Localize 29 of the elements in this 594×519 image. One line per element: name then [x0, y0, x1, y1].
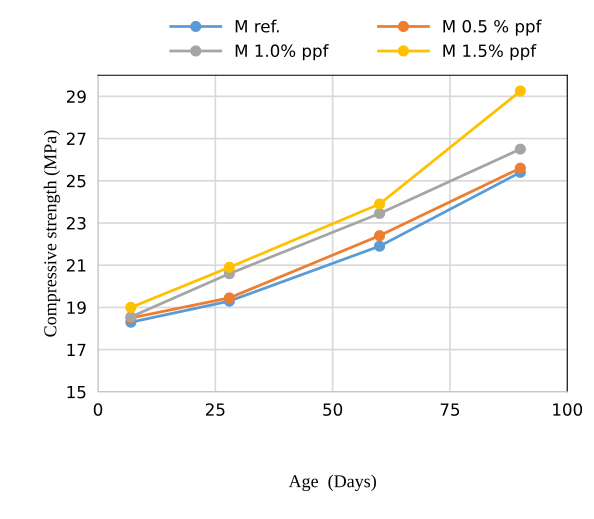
y-tick-label: 21: [66, 259, 86, 272]
point: [374, 198, 386, 210]
x-tick-label: 25: [206, 403, 224, 416]
legend-label: M ref.: [236, 20, 279, 33]
point: [224, 262, 235, 273]
legend-label: M 0.5 % ppf: [443, 20, 542, 36]
point: [125, 302, 136, 313]
x-tick-label: 75: [440, 403, 460, 416]
point: [374, 240, 386, 252]
legend-label: M 1.0% ppf: [236, 44, 329, 60]
point: [514, 86, 526, 97]
y-tick-label: 19: [68, 301, 86, 314]
y-axis-title: Compressive strength (MPa): [44, 130, 60, 337]
y-tick-label: 17: [68, 344, 86, 356]
y-tick-label: 25: [66, 174, 86, 188]
point: [514, 162, 526, 174]
x-tick-label: 50: [323, 403, 342, 416]
legend-label: M 1.5% ppf: [443, 44, 536, 60]
point: [374, 230, 386, 242]
point: [514, 144, 526, 155]
y-tick-label: 27: [66, 132, 86, 145]
x-tick-label: 100: [553, 403, 582, 416]
y-tick-label: 29: [66, 90, 86, 103]
point: [224, 292, 235, 304]
y-tick-label: 23: [66, 216, 86, 230]
y-tick-label: 15: [68, 386, 86, 398]
x-axis-title: Age (Days): [288, 474, 376, 492]
point: [374, 208, 386, 220]
x-tick-label: 0: [94, 403, 102, 416]
